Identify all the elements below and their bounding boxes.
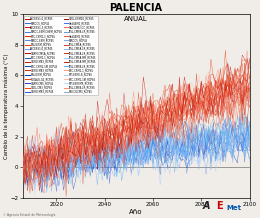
Text: © Agencia Estatal de Meteorología: © Agencia Estatal de Meteorología [3, 213, 55, 217]
Text: E: E [216, 201, 222, 211]
Text: Met: Met [226, 205, 241, 211]
Text: A: A [203, 201, 210, 211]
Legend: ACCESS1-0_RCP85, MIROC5_RCP45, ACCESS1-3_RCP85, MIROC-ESM-CHEM_RCP45, BCC-CSM1-1: ACCESS1-0_RCP85, MIROC5_RCP45, ACCESS1-3… [24, 15, 98, 95]
Title: PALENCIA: PALENCIA [110, 3, 162, 14]
Text: ANUAL: ANUAL [124, 16, 148, 22]
Y-axis label: Cambio de la temperatura máxima (°C): Cambio de la temperatura máxima (°C) [3, 53, 9, 159]
X-axis label: Año: Año [129, 209, 143, 215]
